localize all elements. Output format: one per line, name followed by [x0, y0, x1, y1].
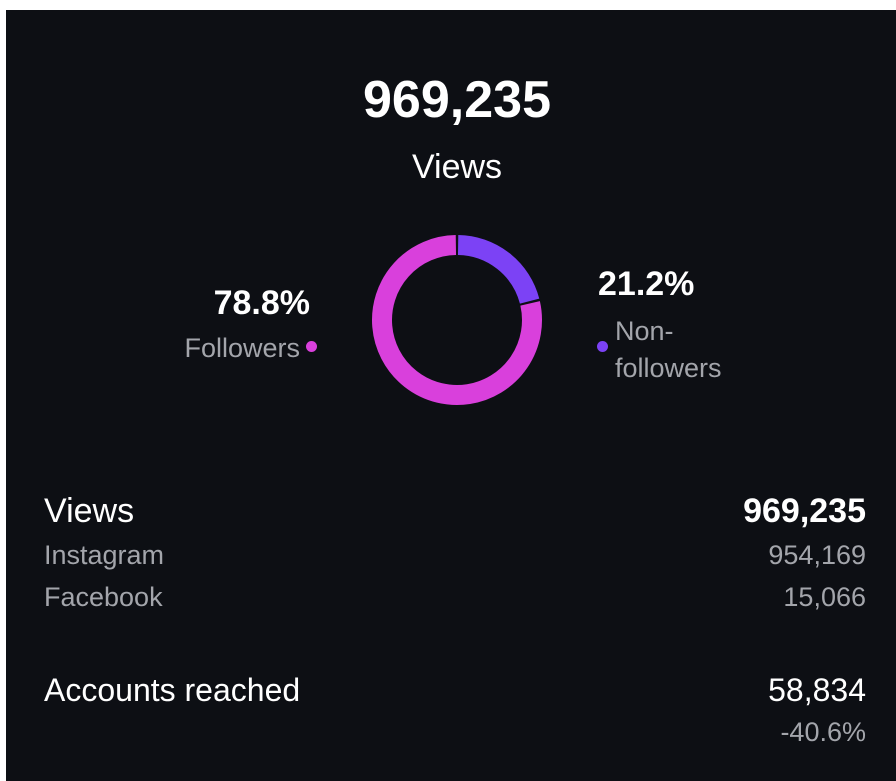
nonfollowers-label: Non-followers — [615, 316, 722, 383]
views-label: Views — [44, 492, 135, 530]
followers-label: Followers — [184, 333, 300, 363]
views-value: 969,235 — [743, 492, 866, 530]
insights-panel: 969,235 Views 78.8% Followers 21.2% Non-… — [6, 10, 896, 781]
followers-percent: 78.8% — [213, 284, 310, 322]
donut-chart — [372, 235, 542, 405]
facebook-label: Facebook — [44, 582, 163, 612]
instagram-label: Instagram — [44, 540, 165, 570]
facebook-value: 15,066 — [783, 582, 866, 612]
donut-segment — [457, 235, 540, 305]
donut-segment — [372, 235, 542, 405]
accounts-reached-value: 58,834 — [768, 672, 866, 708]
nonfollowers-percent: 21.2% — [598, 265, 695, 303]
accounts-reached-change: -40.6% — [780, 717, 866, 747]
instagram-value: 954,169 — [768, 540, 866, 570]
total-label: Views — [411, 148, 503, 186]
accounts-reached-label: Accounts reached — [44, 672, 301, 708]
followers-dot — [306, 341, 317, 352]
total-views: 969,235 — [363, 71, 551, 129]
nonfollowers-dot — [597, 341, 608, 352]
